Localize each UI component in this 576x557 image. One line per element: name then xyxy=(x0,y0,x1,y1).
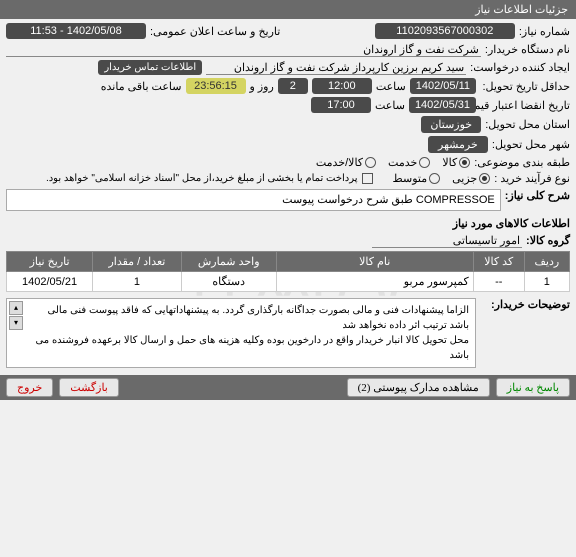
radio-icon xyxy=(419,157,430,168)
col-code: کد کالا xyxy=(473,252,524,272)
panel-title: جزئیات اطلاعات نیاز xyxy=(475,4,568,16)
goods-table: ردیف کد کالا نام کالا واحد شمارش تعداد /… xyxy=(6,251,570,292)
city-label: شهر محل تحویل: xyxy=(492,138,570,151)
creator-input[interactable] xyxy=(206,60,466,75)
radio-icon xyxy=(365,157,376,168)
cell-date: 1402/05/21 xyxy=(7,272,93,292)
cell-unit: دستگاه xyxy=(181,272,276,292)
radio-icon xyxy=(429,173,440,184)
general-desc[interactable]: COMPRESSOE طبق شرح درخواست پیوست xyxy=(6,189,501,211)
req-no-value: 1102093567000302 xyxy=(375,23,515,39)
cell-code: -- xyxy=(473,272,524,292)
req-no-label: شماره نیاز: xyxy=(519,25,570,38)
category-radio-group: کالا خدمت کالا/خدمت xyxy=(316,156,470,169)
buytype-radio-group: جزیی متوسط xyxy=(393,172,491,185)
city-value: خرمشهر xyxy=(428,136,488,153)
contact-tag[interactable]: اطلاعات تماس خریدار xyxy=(98,60,202,75)
announce-value: 1402/05/08 - 11:53 xyxy=(6,23,146,39)
buyer-input[interactable] xyxy=(6,42,481,57)
remain-label: ساعت باقی مانده xyxy=(101,80,182,93)
radio-service[interactable]: خدمت xyxy=(388,156,430,169)
buyer-label: نام دستگاه خریدار: xyxy=(485,43,570,56)
radio-medium[interactable]: متوسط xyxy=(393,172,441,185)
cell-row: 1 xyxy=(524,272,569,292)
deadline-date: 1402/05/11 xyxy=(410,78,476,94)
pay-note: پرداخت تمام یا بخشی از مبلغ خرید،از محل … xyxy=(46,173,358,184)
desc-text: الزاما پیشنهادات فنی و مالی بصورت جداگان… xyxy=(35,305,469,361)
deadline-time: 12:00 xyxy=(312,78,372,94)
col-row: ردیف xyxy=(524,252,569,272)
cell-name: کمپرسور مربو xyxy=(276,272,473,292)
radio-icon xyxy=(459,157,470,168)
exit-button[interactable]: خروج xyxy=(6,378,53,397)
countdown: 23:56:15 xyxy=(186,78,246,94)
radio-goods[interactable]: کالا xyxy=(442,156,470,169)
radio-icon xyxy=(479,173,490,184)
buytype-label: نوع فرآیند خرید : xyxy=(494,172,570,185)
time-label-2: ساعت xyxy=(375,99,405,112)
validity-time: 17:00 xyxy=(311,97,371,113)
deadline-label: حداقل تاریخ تحویل: xyxy=(480,80,570,93)
province-value: خوزستان xyxy=(421,116,481,133)
col-date: تاریخ نیاز xyxy=(7,252,93,272)
group-input[interactable] xyxy=(372,233,522,248)
footer-toolbar: پاسخ به نیاز مشاهده مدارک پیوستی (2) باز… xyxy=(0,375,576,400)
scroll-down-icon[interactable]: ▾ xyxy=(9,316,23,330)
goods-title: اطلاعات کالاهای مورد نیاز xyxy=(6,217,570,230)
col-name: نام کالا xyxy=(276,252,473,272)
radio-both[interactable]: کالا/خدمت xyxy=(316,156,376,169)
buyer-desc[interactable]: الزاما پیشنهادات فنی و مالی بصورت جداگان… xyxy=(6,298,476,368)
group-label: گروه کالا: xyxy=(526,234,570,247)
time-label-1: ساعت xyxy=(376,80,406,93)
days-qty: 2 xyxy=(278,78,308,94)
desc-label: توضیحات خریدار: xyxy=(480,298,570,311)
province-label: استان محل تحویل: xyxy=(485,118,570,131)
creator-label: ایجاد کننده درخواست: xyxy=(470,61,570,74)
scroll-up-icon[interactable]: ▴ xyxy=(9,301,23,315)
back-button[interactable]: بازگشت xyxy=(59,378,119,397)
general-label: شرح کلی نیاز: xyxy=(505,189,570,202)
validity-date: 1402/05/31 xyxy=(409,97,476,113)
attachments-button[interactable]: مشاهده مدارک پیوستی (2) xyxy=(347,378,490,397)
table-row[interactable]: 1 -- کمپرسور مربو دستگاه 1 1402/05/21 xyxy=(7,272,570,292)
col-qty: تعداد / مقدار xyxy=(93,252,182,272)
announce-label: تاریخ و ساعت اعلان عمومی: xyxy=(150,25,280,38)
days-label: روز و xyxy=(250,80,274,93)
col-unit: واحد شمارش xyxy=(181,252,276,272)
category-label: طبقه بندی موضوعی: xyxy=(474,156,570,169)
cell-qty: 1 xyxy=(93,272,182,292)
respond-button[interactable]: پاسخ به نیاز xyxy=(496,378,570,397)
radio-minor[interactable]: جزیی xyxy=(452,172,490,185)
validity-label: تاریخ انقضا اعتبار قیمت: تا تاریخ: xyxy=(480,99,570,112)
panel-header: جزئیات اطلاعات نیاز xyxy=(0,0,576,19)
treasury-checkbox[interactable] xyxy=(362,173,373,184)
